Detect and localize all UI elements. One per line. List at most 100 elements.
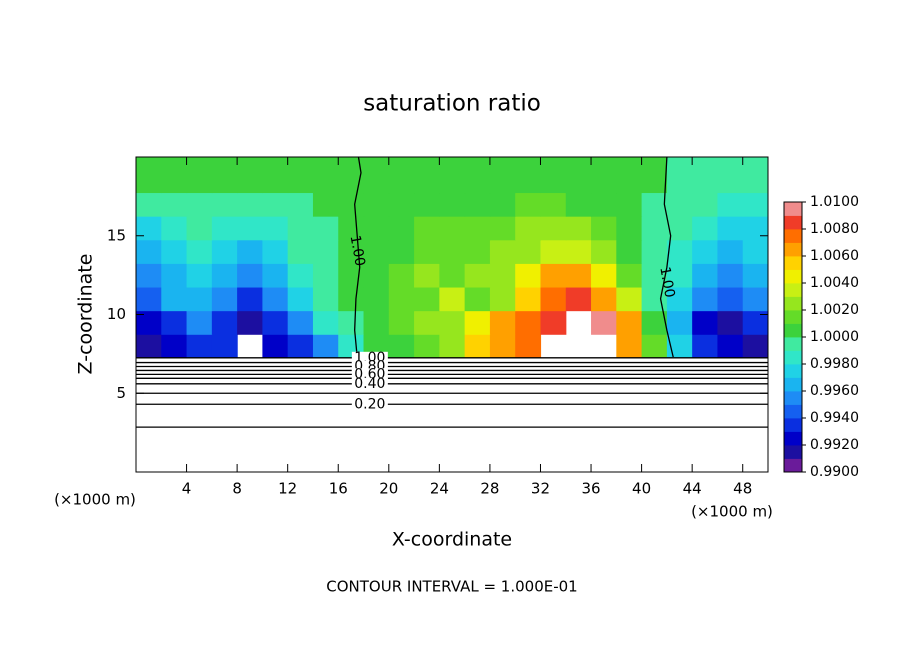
field-cell <box>161 263 188 288</box>
field-cell <box>692 157 719 194</box>
colorbar-tick-label: 1.0020 <box>810 302 859 318</box>
field-cell <box>388 334 415 359</box>
field-cell <box>515 310 542 335</box>
field-cell <box>692 286 719 312</box>
field-cell <box>565 286 592 312</box>
field-cell <box>439 239 466 264</box>
field-cell <box>439 157 466 194</box>
field-cell <box>565 157 592 194</box>
field-cell <box>136 263 162 288</box>
field-cell <box>363 286 390 312</box>
field-cell <box>312 216 339 241</box>
field-cell <box>211 216 238 241</box>
field-cell <box>692 239 719 264</box>
field-cell <box>489 286 516 312</box>
contour-label: 0.40 <box>354 376 385 392</box>
field-cell <box>540 310 567 335</box>
field-cell <box>591 216 617 241</box>
field-cell <box>515 239 542 264</box>
field-cell <box>186 192 213 217</box>
field-cell <box>616 157 643 194</box>
field-cell <box>666 310 693 335</box>
field-cell <box>717 157 744 194</box>
field-cell <box>666 239 693 264</box>
field-cell <box>666 286 693 312</box>
field-cell <box>287 263 314 288</box>
x-tick-label: 32 <box>531 480 550 498</box>
field-cell <box>565 216 592 241</box>
field-cell <box>591 239 617 264</box>
field-cell <box>287 157 314 194</box>
field-cell <box>186 286 213 312</box>
field-cell <box>262 157 289 194</box>
field <box>136 157 768 359</box>
field-cell <box>136 286 162 312</box>
field-cell <box>641 334 668 359</box>
colorbar-band <box>784 364 802 378</box>
colorbar-band <box>784 404 802 419</box>
x-unit-label: (×1000 m) <box>54 491 136 509</box>
field-cell <box>515 286 542 312</box>
field-cell <box>717 216 744 241</box>
field-cell <box>540 286 567 312</box>
field-cell <box>692 310 719 335</box>
field-cell <box>414 286 440 312</box>
contour-label: 1.00 <box>347 234 368 267</box>
colorbar-band <box>784 215 802 230</box>
field-cell <box>237 286 263 312</box>
field-cell <box>363 239 390 264</box>
field-cell <box>641 157 668 194</box>
field-cell <box>287 216 314 241</box>
field-cell <box>666 157 693 194</box>
field-cell <box>363 192 390 217</box>
field-cell <box>565 192 592 217</box>
x-tick-label: 8 <box>232 480 242 498</box>
field-cell <box>591 310 617 335</box>
field-cell <box>489 192 516 217</box>
field-cell <box>489 263 516 288</box>
colorbar-band <box>784 229 802 243</box>
field-cell <box>464 239 491 264</box>
field-cell <box>464 157 491 194</box>
colorbar-tick-label: 0.9980 <box>810 356 859 372</box>
field-cell <box>211 263 238 288</box>
field-cell <box>515 263 542 288</box>
colorbar-band <box>784 418 802 432</box>
field-cell <box>489 216 516 241</box>
field-cell <box>742 216 768 241</box>
colorbar-tick-label: 0.9920 <box>810 437 859 453</box>
field-cell <box>565 263 592 288</box>
x-tick-label: 28 <box>480 480 499 498</box>
y-tick-label: 15 <box>107 226 126 244</box>
field-cell <box>287 310 314 335</box>
field-cell <box>287 239 314 264</box>
field-cell <box>641 286 668 312</box>
field-cell <box>312 334 339 359</box>
field-cell <box>464 192 491 217</box>
field-cell <box>666 263 693 288</box>
field-cell <box>515 334 542 359</box>
field-cell <box>388 239 415 264</box>
field-cell <box>540 216 567 241</box>
field-cell <box>186 157 213 194</box>
colorbar-tick-label: 0.9940 <box>810 410 859 426</box>
colorbar-tick-label: 1.0080 <box>810 221 859 237</box>
field-cell <box>338 286 365 312</box>
field-cell <box>388 192 415 217</box>
field-cell <box>161 286 188 312</box>
field-cell <box>211 157 238 194</box>
contour-line <box>354 157 362 358</box>
field-cell <box>742 334 768 359</box>
field-cell <box>211 192 238 217</box>
field-cell <box>515 157 542 194</box>
field-cell <box>439 263 466 288</box>
colorbar-band <box>784 242 802 257</box>
colorbar-band <box>784 350 802 365</box>
field-cell <box>237 239 263 264</box>
contour-label-bg <box>351 377 388 390</box>
field-cell <box>742 263 768 288</box>
field-cell <box>414 310 440 335</box>
x-tick-label: 24 <box>430 480 449 498</box>
field-cell <box>591 192 617 217</box>
